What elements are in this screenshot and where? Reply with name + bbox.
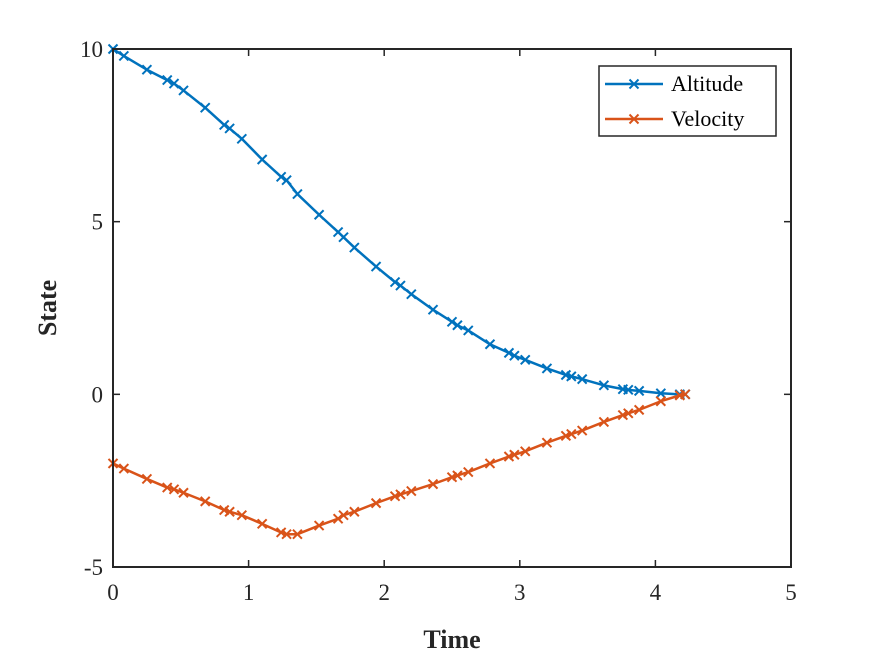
velocity-point — [370, 497, 382, 509]
altitude-point — [446, 316, 458, 328]
velocity-point — [118, 463, 130, 474]
velocity-point — [633, 404, 645, 416]
altitude-point — [566, 371, 577, 382]
altitude-point — [200, 102, 211, 113]
legend-label-altitude: Altitude — [671, 71, 743, 96]
velocity-point — [427, 478, 439, 490]
velocity-point — [395, 489, 406, 500]
legend-marker-altitude — [628, 78, 640, 90]
velocity-point — [509, 449, 520, 460]
altitude-point — [509, 350, 520, 361]
x-tick-label: 4 — [650, 580, 662, 605]
velocity-point — [655, 396, 667, 407]
velocity-point — [576, 425, 588, 436]
y-axis-title: State — [33, 280, 62, 336]
x-tick-label: 3 — [514, 580, 526, 605]
altitude-point — [178, 85, 189, 96]
altitude-point — [395, 280, 406, 291]
y-tick-label: 10 — [80, 37, 103, 62]
altitude-point — [349, 242, 360, 253]
x-tick-label: 1 — [243, 580, 255, 605]
altitude-point — [281, 175, 292, 186]
altitude-point — [427, 304, 439, 315]
altitude-point — [370, 261, 382, 272]
legend: Altitude Velocity — [598, 65, 777, 137]
velocity-point — [520, 446, 531, 457]
velocity-point — [292, 528, 303, 540]
velocity-point — [200, 496, 211, 507]
velocity-point — [281, 528, 292, 540]
velocity-point — [463, 466, 474, 478]
altitude-point — [406, 288, 417, 300]
velocity-point — [332, 513, 344, 524]
altitude-point — [218, 119, 230, 131]
altitude-point — [162, 74, 173, 86]
x-tick-label: 0 — [107, 580, 119, 605]
velocity-point — [338, 509, 349, 521]
velocity-point — [623, 408, 634, 419]
altitude-point — [389, 276, 401, 288]
altitude-point — [338, 231, 349, 243]
altitude-point — [541, 363, 553, 374]
velocity-point — [406, 485, 417, 497]
legend-entry-altitude: Altitude — [605, 71, 743, 96]
altitude-point — [463, 325, 474, 336]
altitude-point — [576, 373, 588, 385]
velocity-point — [178, 487, 189, 498]
series-velocity — [107, 389, 691, 540]
altitude-point — [141, 64, 153, 75]
velocity-point — [141, 473, 153, 485]
altitude-point — [598, 380, 610, 391]
x-tick-label: 5 — [785, 580, 797, 605]
altitude-point — [236, 133, 248, 144]
altitude-point — [452, 320, 463, 331]
altitude-point — [503, 347, 515, 359]
altitude-point — [118, 50, 130, 62]
velocity-point — [256, 518, 268, 530]
velocity-point — [168, 484, 180, 495]
altitude-point — [256, 154, 268, 165]
altitude-point — [655, 388, 667, 399]
y-tick-label: 5 — [92, 210, 104, 235]
y-tick-label: 0 — [92, 382, 104, 407]
x-axis-title: Time — [423, 625, 480, 654]
altitude-point — [520, 354, 531, 366]
velocity-point — [349, 506, 360, 517]
altitude-point — [224, 123, 235, 134]
altitude-point — [313, 209, 325, 220]
velocity-point — [452, 470, 463, 481]
y-tick-label: -5 — [84, 555, 103, 580]
altitude-point — [633, 385, 645, 397]
altitude-point — [168, 78, 180, 89]
legend-label-velocity: Velocity — [671, 106, 744, 131]
altitude-point — [292, 188, 303, 200]
velocity-point — [541, 437, 553, 448]
velocity-point — [680, 389, 691, 400]
series-altitude — [107, 43, 691, 400]
velocity-point — [484, 458, 496, 469]
velocity-point — [566, 428, 577, 440]
legend-entry-velocity: Velocity — [605, 106, 744, 131]
plot-frame — [112, 48, 792, 568]
velocity-point — [236, 509, 248, 521]
velocity-point — [313, 520, 325, 531]
legend-box — [598, 65, 777, 137]
velocity-point — [224, 506, 235, 517]
altitude-point — [623, 384, 634, 396]
altitude-point — [484, 339, 496, 350]
series-layer — [107, 43, 691, 540]
x-tick-label: 2 — [378, 580, 390, 605]
velocity-point — [598, 416, 610, 428]
legend-marker-velocity — [628, 113, 640, 125]
altitude-point — [275, 171, 287, 182]
